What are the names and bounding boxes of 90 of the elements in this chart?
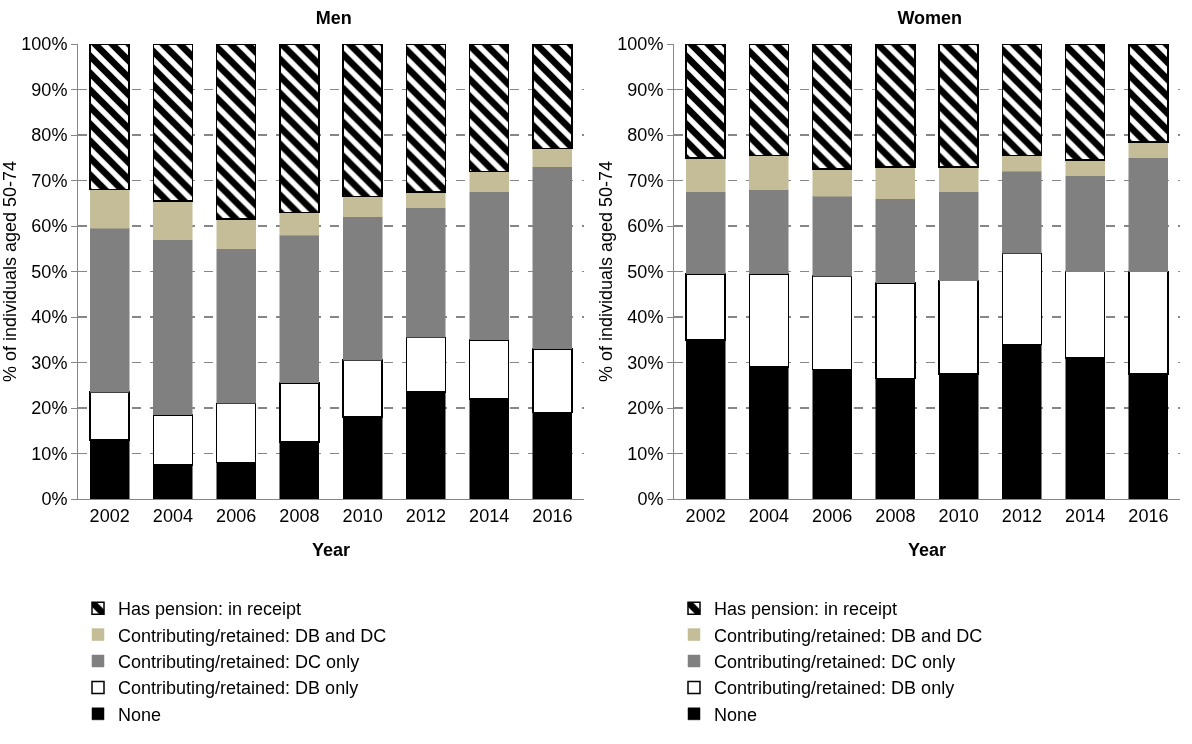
x-tick-label: 2002: [685, 505, 726, 526]
bar: [152, 44, 194, 202]
bar: [279, 212, 320, 236]
y-tick-label: 100%: [21, 34, 68, 55]
bar: [1064, 44, 1106, 161]
y-tick-label: 0%: [41, 489, 68, 510]
y-tick-label: 90%: [31, 79, 68, 100]
legend-label: Contributing/retained: DB and DC: [714, 625, 983, 646]
bar: [1001, 44, 1043, 157]
y-tick-label: 20%: [31, 398, 68, 419]
y-tick-label: 10%: [627, 443, 664, 464]
bar: [811, 44, 853, 170]
x-tick-label: 2010: [938, 505, 979, 526]
x-tick-label: 2006: [812, 505, 853, 526]
x-tick-label: 2002: [89, 505, 130, 526]
x-tick-label: 2008: [279, 505, 320, 526]
y-tick-label: 30%: [31, 352, 68, 373]
y-tick-label: 0%: [637, 489, 664, 510]
y-tick-label: 80%: [31, 125, 68, 146]
x-axis-title: Year: [907, 539, 947, 560]
legend-label: Contributing/retained: DB and DC: [118, 625, 387, 646]
bar: [469, 171, 509, 193]
legend-label: Contributing/retained: DB only: [118, 678, 359, 699]
bar: [748, 44, 790, 157]
bar: [279, 44, 320, 214]
bar: [875, 44, 916, 168]
y-tick-label: 90%: [627, 79, 664, 100]
legend-label: Contributing/retained: DC only: [714, 652, 956, 673]
y-tick-label: 20%: [627, 398, 664, 419]
x-tick-label: 2012: [1001, 505, 1042, 526]
bar: [1002, 155, 1042, 172]
bar: [685, 157, 726, 193]
x-tick-label: 2014: [469, 505, 510, 526]
legend-label: None: [714, 704, 758, 725]
y-tick-label: 50%: [31, 261, 68, 282]
bar: [685, 191, 726, 275]
y-tick-label: 70%: [627, 170, 664, 191]
x-tick-label: 2014: [1065, 505, 1106, 526]
bar: [153, 200, 193, 240]
bar: [532, 148, 573, 168]
x-tick-label: 2004: [748, 505, 789, 526]
bar: [812, 196, 852, 277]
y-axis-title: % of individuals aged 50-74: [0, 160, 20, 383]
bar: [89, 44, 130, 191]
x-tick-label: 2016: [532, 505, 573, 526]
y-tick-label: 50%: [627, 261, 664, 282]
bar: [215, 44, 257, 220]
bar: [216, 248, 256, 404]
y-tick-label: 60%: [31, 216, 68, 237]
bar: [1128, 44, 1169, 143]
x-tick-label: 2008: [875, 505, 916, 526]
x-tick-label: 2004: [152, 505, 193, 526]
bar: [216, 218, 256, 249]
y-tick-label: 80%: [627, 125, 664, 146]
y-tick-label: 40%: [31, 307, 68, 328]
x-tick-label: 2016: [1128, 505, 1169, 526]
bar: [89, 189, 130, 229]
bar: [1128, 141, 1169, 158]
bar: [749, 155, 789, 190]
bar: [342, 196, 383, 218]
legend-label: None: [118, 704, 162, 725]
bar: [532, 44, 573, 150]
y-axis-title: % of individuals aged 50-74: [596, 160, 616, 383]
x-tick-label: 2012: [405, 505, 446, 526]
chart-title: Women: [897, 7, 963, 28]
x-tick-label: 2010: [342, 505, 383, 526]
y-tick-label: 10%: [31, 443, 68, 464]
bar: [685, 44, 726, 159]
bar: [406, 191, 446, 209]
y-tick-label: 30%: [627, 352, 664, 373]
legend-label: Contributing/retained: DB only: [714, 678, 955, 699]
bar: [812, 168, 852, 197]
y-tick-label: 40%: [627, 307, 664, 328]
legend-label: Contributing/retained: DC only: [118, 652, 360, 673]
bar: [1065, 159, 1105, 177]
x-tick-label: 2006: [216, 505, 257, 526]
y-tick-label: 70%: [31, 170, 68, 191]
bar: [89, 228, 130, 393]
bar: [468, 44, 510, 173]
bar: [405, 44, 447, 193]
y-tick-label: 60%: [627, 216, 664, 237]
y-tick-label: 100%: [617, 34, 664, 55]
legend-label: Has pension: in receipt: [714, 599, 898, 620]
bar: [938, 166, 979, 193]
chart-title: Men: [315, 7, 352, 28]
bar: [875, 166, 916, 199]
bar: [938, 44, 979, 168]
bar: [342, 44, 383, 198]
x-axis-title: Year: [311, 539, 351, 560]
legend-label: Has pension: in receipt: [118, 599, 302, 620]
